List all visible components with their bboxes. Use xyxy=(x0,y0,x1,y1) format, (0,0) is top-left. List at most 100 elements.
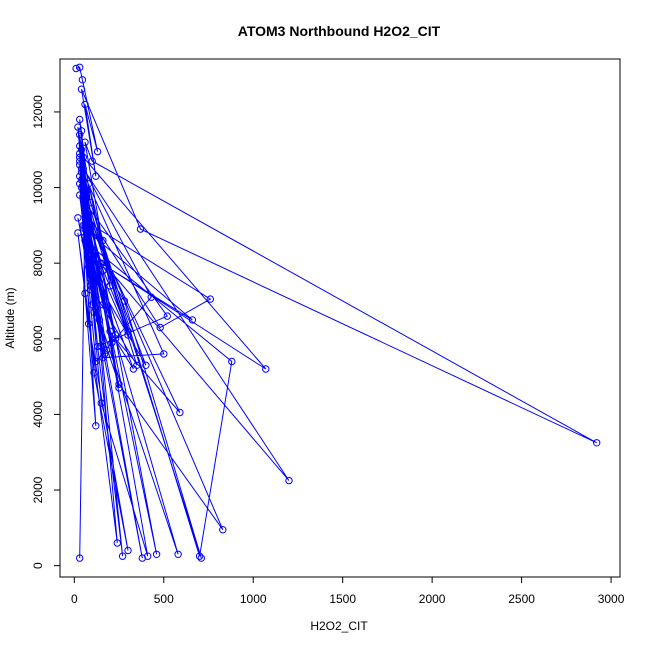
y-tick-label: 12000 xyxy=(31,95,45,129)
data-point xyxy=(83,187,91,196)
data-point xyxy=(81,100,89,109)
data-point xyxy=(77,176,86,184)
data-point xyxy=(120,297,129,305)
data-point xyxy=(197,554,206,562)
y-tick-label: 10000 xyxy=(31,171,45,205)
data-point xyxy=(111,331,120,339)
data-point xyxy=(84,180,93,188)
data-point xyxy=(84,320,93,328)
data-point xyxy=(88,157,96,165)
y-axis: 0 2000 4000 6000 8000 10000 12000 xyxy=(31,95,61,569)
data-point xyxy=(99,236,107,245)
x-tick-label: 0 xyxy=(71,592,78,606)
data-point xyxy=(79,187,88,196)
x-tick-label: 2500 xyxy=(508,592,535,606)
data-point xyxy=(95,316,104,324)
data-point xyxy=(92,422,100,430)
data-point xyxy=(99,267,107,275)
data-point xyxy=(81,225,89,233)
data-point xyxy=(83,214,91,222)
data-point xyxy=(76,153,84,162)
series-layer xyxy=(72,63,601,562)
data-point xyxy=(97,259,105,267)
data-point xyxy=(106,282,114,290)
data-point xyxy=(81,233,89,241)
data-point xyxy=(92,293,100,301)
x-tick-label: 3000 xyxy=(598,592,625,606)
data-point xyxy=(90,369,98,377)
data-point xyxy=(228,357,236,366)
data-point xyxy=(97,399,105,407)
y-tick-label: 2000 xyxy=(31,476,45,503)
data-point xyxy=(142,361,150,369)
data-point xyxy=(97,342,105,351)
data-point xyxy=(86,285,95,294)
data-point xyxy=(219,526,227,534)
data-point xyxy=(81,199,89,207)
data-point xyxy=(77,183,86,192)
data-point xyxy=(195,552,204,560)
data-point xyxy=(99,301,107,309)
data-point xyxy=(76,142,84,150)
data-point xyxy=(76,130,84,139)
data-point xyxy=(76,172,84,180)
data-point xyxy=(78,76,87,84)
data-point xyxy=(115,380,123,388)
data-point xyxy=(118,552,127,560)
data-point xyxy=(90,308,98,316)
data-point xyxy=(74,229,82,237)
data-point xyxy=(86,199,95,207)
data-point xyxy=(76,63,84,72)
data-point xyxy=(77,127,86,135)
data-point xyxy=(174,550,182,558)
data-point xyxy=(188,316,197,324)
data-point xyxy=(84,263,93,271)
data-point xyxy=(92,172,100,180)
data-point xyxy=(136,225,145,233)
data-point xyxy=(76,157,84,165)
data-point xyxy=(163,312,172,320)
data-point xyxy=(95,278,104,286)
data-point xyxy=(113,539,122,547)
data-point xyxy=(81,289,89,298)
data-point xyxy=(76,149,84,158)
data-point xyxy=(156,323,164,332)
data-point xyxy=(77,85,86,93)
y-tick-label: 8000 xyxy=(31,250,45,277)
x-tick-label: 2000 xyxy=(419,592,446,606)
data-point xyxy=(86,282,95,290)
data-point xyxy=(74,214,82,222)
y-tick-label: 4000 xyxy=(31,401,45,428)
data-point xyxy=(81,191,89,199)
data-point xyxy=(81,138,89,146)
data-point xyxy=(76,161,84,169)
data-point xyxy=(152,550,161,558)
data-point xyxy=(81,210,89,218)
data-point xyxy=(72,64,80,73)
data-point xyxy=(88,301,96,309)
data-point xyxy=(262,365,270,373)
y-tick-label: 6000 xyxy=(31,325,45,352)
data-point xyxy=(124,327,132,335)
y-axis-label: Altitude (m) xyxy=(3,287,17,348)
data-point xyxy=(147,293,155,301)
data-point xyxy=(77,146,86,154)
data-point xyxy=(102,346,111,354)
data-point xyxy=(124,546,132,555)
x-tick-label: 1000 xyxy=(240,592,267,606)
series-line xyxy=(75,66,597,559)
data-point xyxy=(93,342,102,351)
data-point xyxy=(84,251,93,260)
data-point xyxy=(111,335,120,343)
data-point xyxy=(133,361,141,369)
data-point xyxy=(90,248,98,256)
data-point xyxy=(115,384,123,392)
data-point xyxy=(86,270,95,279)
data-point xyxy=(86,274,95,282)
data-point xyxy=(101,350,109,358)
data-point xyxy=(106,327,114,335)
x-tick-label: 1500 xyxy=(329,592,356,606)
x-axis-label: H2O2_CIT xyxy=(310,619,368,633)
data-point xyxy=(93,147,102,156)
